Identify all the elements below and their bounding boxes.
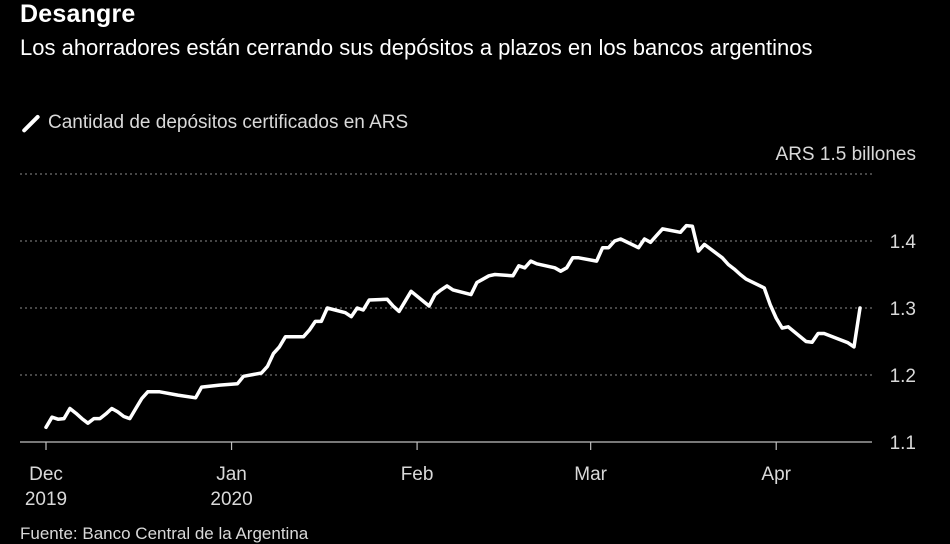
- x-tick-label: Feb: [401, 464, 434, 485]
- y-tick-label: 1.3: [890, 299, 916, 320]
- x-tick-sublabel: 2019: [25, 489, 67, 510]
- chart-subtitle: Los ahorradores están cerrando sus depós…: [20, 35, 813, 60]
- x-tick-label: Jan: [216, 464, 247, 485]
- source-note: Fuente: Banco Central de la Argentina: [20, 524, 309, 543]
- legend-label: Cantidad de depósitos certificados en AR…: [48, 112, 409, 133]
- series-line: [44, 223, 862, 430]
- legend: Cantidad de depósitos certificados en AR…: [20, 112, 408, 134]
- x-tick-sublabel: 2020: [210, 489, 252, 510]
- y-tick-label: 1.2: [890, 366, 916, 387]
- series-group: [44, 223, 862, 430]
- y-tick-label: 1.1: [890, 433, 916, 454]
- chart-title: Desangre: [20, 0, 136, 28]
- y-tick-label: 1.4: [890, 232, 917, 253]
- x-axis: Dec 2019 Jan 2020 Feb Mar Apr: [20, 441, 872, 510]
- y-axis-unit-label: ARS 1.5 billones: [776, 144, 916, 165]
- x-tick-label: Mar: [574, 464, 607, 485]
- y-axis: 1.1 1.2 1.3 1.4: [890, 232, 917, 454]
- grid-lines: [20, 173, 872, 376]
- x-tick-label: Apr: [761, 464, 791, 485]
- x-tick-label: Dec: [29, 464, 63, 485]
